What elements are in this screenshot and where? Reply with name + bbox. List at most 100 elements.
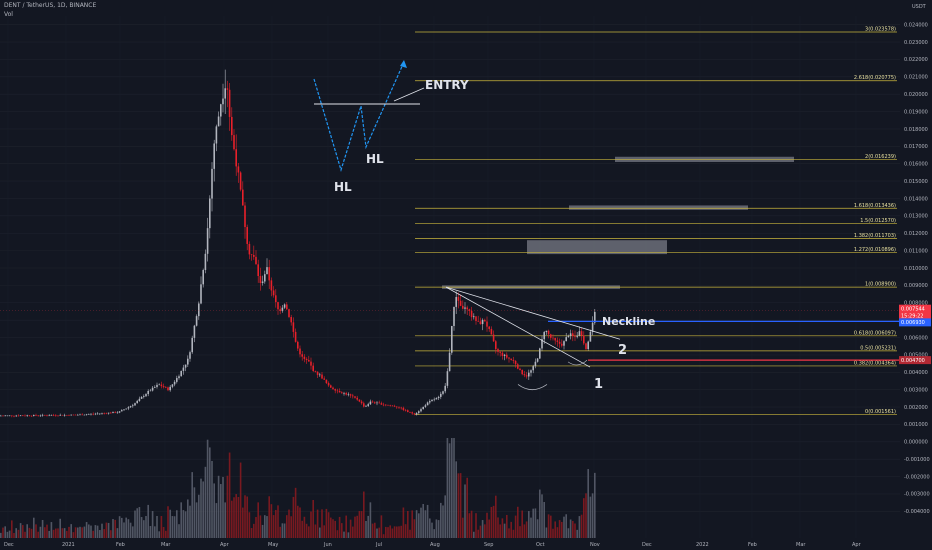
volume-bar bbox=[33, 517, 35, 538]
volume-label[interactable]: Vol bbox=[4, 11, 13, 18]
candle bbox=[589, 331, 592, 342]
candle bbox=[209, 198, 211, 229]
fib-label: 0.618(0.006097) bbox=[854, 330, 896, 336]
candle bbox=[376, 402, 378, 404]
volume-bar bbox=[81, 527, 83, 538]
volume-bar bbox=[26, 524, 28, 538]
volume-bar bbox=[424, 510, 427, 538]
arrow-head bbox=[400, 60, 407, 68]
volume-bar bbox=[376, 528, 378, 538]
price-tick: 0.015000 bbox=[904, 179, 928, 185]
candle bbox=[341, 392, 343, 394]
volume-bar bbox=[96, 525, 99, 538]
volume-bar bbox=[2, 527, 4, 538]
candle bbox=[580, 331, 583, 336]
volume-bar bbox=[136, 508, 138, 538]
volume-bar bbox=[369, 502, 372, 538]
volume-bar bbox=[226, 475, 229, 538]
fib-label: 1.618(0.013436) bbox=[854, 203, 896, 209]
volume-bar bbox=[138, 507, 141, 538]
candle bbox=[92, 413, 94, 415]
volume-bar bbox=[503, 523, 506, 538]
entry-label: ENTRY bbox=[425, 78, 469, 92]
candle bbox=[4, 415, 6, 417]
volume-bar bbox=[266, 516, 268, 538]
price-tick: 0.019000 bbox=[904, 109, 928, 115]
volume-bar bbox=[8, 530, 11, 538]
volume-bar bbox=[444, 495, 446, 538]
candle bbox=[125, 408, 127, 410]
volume-bar bbox=[74, 527, 77, 538]
candle bbox=[35, 414, 37, 416]
candle bbox=[404, 409, 407, 411]
volume-bar bbox=[46, 524, 48, 538]
price-tick: 0.014000 bbox=[904, 196, 928, 202]
hl-left-label: HL bbox=[334, 180, 352, 194]
candle bbox=[325, 379, 328, 384]
candle bbox=[345, 393, 347, 395]
candle bbox=[380, 403, 383, 405]
candle bbox=[363, 403, 365, 407]
candle bbox=[224, 88, 226, 99]
candle bbox=[222, 98, 224, 105]
volume-bar bbox=[253, 523, 255, 538]
volume-bar bbox=[528, 511, 530, 538]
candle bbox=[521, 370, 523, 375]
candle bbox=[530, 370, 532, 373]
candle bbox=[259, 276, 262, 283]
candle bbox=[371, 401, 374, 403]
volume-bar bbox=[224, 502, 226, 538]
candle bbox=[400, 407, 402, 409]
candle bbox=[356, 397, 358, 400]
volume-bar bbox=[28, 527, 31, 538]
volume-bar bbox=[204, 466, 207, 538]
candle bbox=[497, 349, 499, 352]
volume-bar bbox=[470, 510, 473, 538]
volume-bar bbox=[99, 530, 101, 538]
volume-bar bbox=[314, 524, 317, 538]
candle bbox=[360, 401, 363, 404]
volume-bar bbox=[94, 525, 97, 538]
candle bbox=[545, 330, 548, 333]
volume-bar bbox=[198, 494, 200, 538]
candle bbox=[140, 396, 143, 399]
volume-bar bbox=[242, 507, 244, 538]
volume-bar bbox=[325, 508, 328, 538]
volume-bar bbox=[488, 519, 490, 538]
candle bbox=[228, 89, 231, 117]
candle bbox=[191, 337, 193, 353]
candle bbox=[484, 319, 486, 322]
candle bbox=[114, 412, 116, 413]
candle bbox=[189, 352, 191, 359]
candle bbox=[8, 415, 11, 417]
time-tick: Feb bbox=[116, 542, 125, 548]
volume-bar bbox=[193, 487, 196, 538]
volume-bar bbox=[426, 504, 429, 538]
candle bbox=[77, 414, 79, 416]
time-tick: Aug bbox=[430, 542, 440, 548]
time-tick: Apr bbox=[220, 542, 230, 548]
candle bbox=[169, 386, 171, 391]
candle bbox=[446, 371, 449, 386]
volume-bar bbox=[110, 530, 112, 538]
candle bbox=[118, 411, 121, 413]
candle bbox=[6, 415, 9, 417]
volume-bar bbox=[277, 505, 279, 538]
volume-bar bbox=[455, 461, 457, 538]
candle bbox=[539, 348, 541, 359]
candle bbox=[567, 335, 570, 338]
time-tick: Feb bbox=[748, 542, 757, 548]
volume-bar bbox=[580, 514, 583, 538]
price-tick: -0.001000 bbox=[904, 457, 930, 463]
candle bbox=[66, 415, 68, 416]
volume-bar bbox=[464, 484, 466, 538]
candle bbox=[517, 364, 519, 369]
volume-bar bbox=[585, 493, 587, 538]
candle bbox=[294, 331, 297, 342]
volume-bar bbox=[459, 473, 462, 538]
candle bbox=[303, 356, 306, 359]
candle bbox=[369, 401, 372, 405]
volume-bar bbox=[490, 506, 493, 538]
candle bbox=[316, 371, 319, 375]
